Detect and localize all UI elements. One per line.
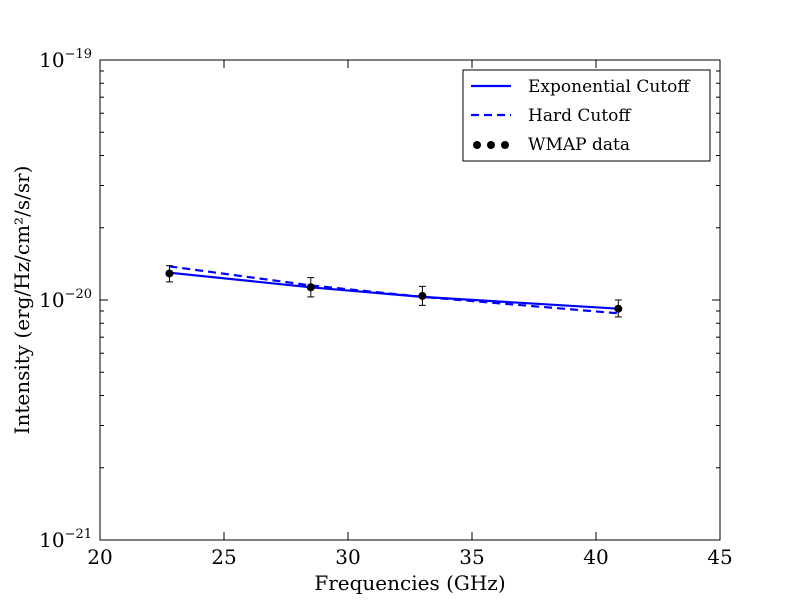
x-tick-label: 40 [583, 545, 608, 569]
data-point [418, 291, 427, 300]
x-axis: 20 25 30 35 40 45 [87, 60, 733, 569]
y-axis-label: Intensity (erg/Hz/cm²/s/sr) [10, 166, 34, 435]
data-point [165, 269, 174, 278]
legend-marker-wmap-data [473, 141, 481, 149]
legend-marker-wmap-data [501, 141, 509, 149]
series-line-hard-cutoff [169, 265, 619, 315]
data-point [614, 304, 623, 313]
legend-label: Hard Cutoff [528, 106, 632, 126]
x-tick-label: 35 [459, 545, 484, 569]
data-point [306, 283, 315, 292]
y-tick-label: 10−21 [39, 527, 92, 552]
legend-label: WMAP data [528, 135, 630, 155]
y-tick-label: 10−20 [39, 287, 92, 312]
series-line-exponential-cutoff [169, 271, 619, 310]
x-tick-label: 20 [87, 545, 112, 569]
x-tick-label: 45 [707, 545, 732, 569]
x-tick-label: 25 [211, 545, 236, 569]
y-tick-label: 10−19 [39, 47, 92, 72]
legend-label: Exponential Cutoff [528, 77, 691, 97]
legend: Exponential Cutoff Hard Cutoff WMAP data [462, 69, 711, 162]
chart-marks [165, 265, 623, 318]
legend-marker-wmap-data [487, 141, 495, 149]
y-axis: 10−19 10−20 10−21 [39, 47, 720, 552]
x-axis-label: Frequencies (GHz) [314, 571, 505, 595]
x-tick-label: 30 [335, 545, 360, 569]
